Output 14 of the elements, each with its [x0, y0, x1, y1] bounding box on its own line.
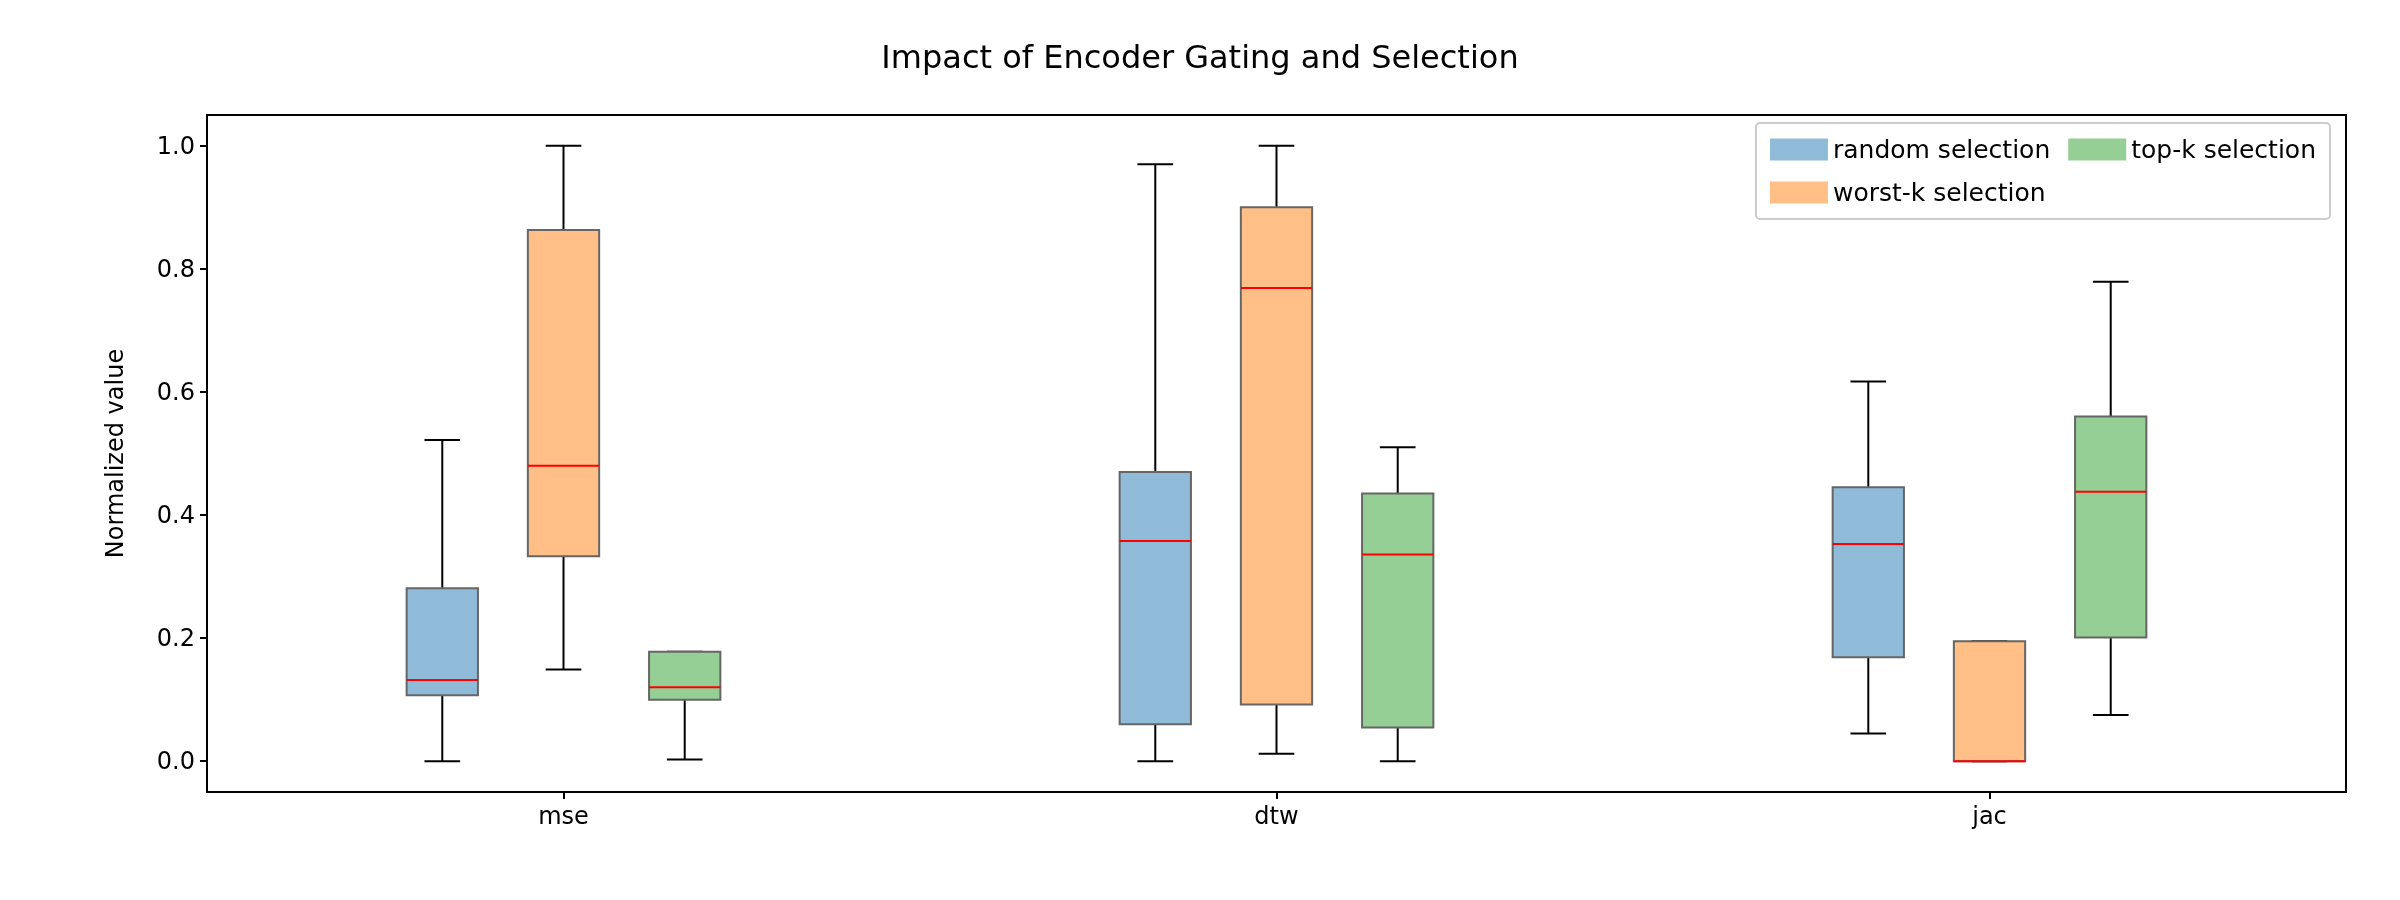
- x-tick-label: mse: [538, 802, 589, 830]
- y-tick-label: 0.6: [156, 377, 195, 406]
- legend-label: top-k selection: [2131, 135, 2316, 164]
- legend-label: random selection: [1832, 135, 2051, 164]
- legend-label: worst-k selection: [1832, 178, 2046, 207]
- y-tick-label: 0.0: [156, 747, 195, 776]
- x-tick-label: jac: [1971, 802, 2007, 830]
- y-tick-label: 1.0: [156, 131, 195, 160]
- y-axis-title: Normalized value: [101, 348, 129, 559]
- y-tick-label: 0.8: [156, 254, 195, 283]
- y-tick-label: 0.4: [156, 501, 195, 530]
- x-tick-label: dtw: [1254, 802, 1299, 830]
- chart-title: Impact of Encoder Gating and Selection: [881, 38, 1519, 76]
- y-tick-label: 0.2: [156, 624, 195, 653]
